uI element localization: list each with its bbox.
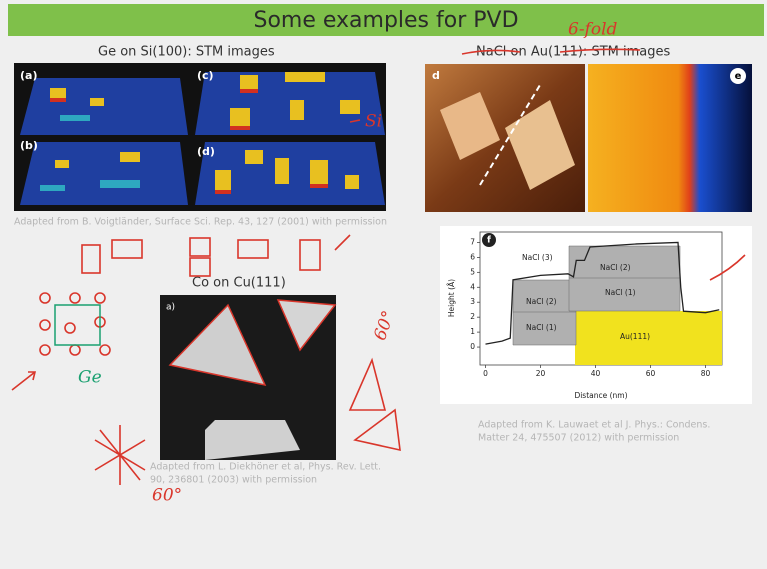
panel-label: e — [735, 71, 742, 82]
panel-label: d — [432, 69, 440, 82]
y-tick-label: 5 — [470, 267, 475, 276]
region-label: NaCl (1) — [526, 323, 557, 332]
region-label: Au(111) — [620, 332, 650, 341]
x-tick-label: 60 — [646, 369, 656, 378]
handwritten-note: 60° — [152, 486, 182, 506]
slide-title: Some examples for PVD — [253, 8, 518, 33]
x-tick-label: 40 — [591, 369, 601, 378]
region-label: NaCl (1) — [605, 288, 636, 297]
stm-images — [14, 63, 386, 211]
y-tick-label: 1 — [470, 327, 475, 336]
handwritten-note: Si — [365, 112, 382, 132]
stm-image — [160, 295, 336, 460]
caption: Adapted from L. Diekhöner et al, Phys. R… — [150, 462, 381, 473]
handwritten-note: Ge — [78, 368, 102, 388]
stm-images — [425, 64, 752, 212]
y-tick-label: 6 — [470, 252, 475, 261]
panel-label: (d) — [197, 145, 215, 158]
panel-label: (c) — [197, 69, 214, 82]
x-tick-label: 20 — [536, 369, 546, 378]
section-title: Co on Cu(111) — [192, 276, 286, 291]
section-title: NaCl on Au(111): STM images — [476, 45, 670, 60]
panel-label: (a) — [20, 69, 37, 82]
y-tick-label: 7 — [470, 237, 475, 246]
caption: Adapted from B. Voigtländer, Surface Sci… — [14, 217, 387, 228]
panel-label: f — [487, 236, 491, 246]
x-axis-label: Distance (nm) — [574, 391, 627, 400]
slide: Some examples for PVD Ge on Si(100): STM… — [0, 0, 767, 569]
caption: 90, 236801 (2003) with permission — [150, 475, 317, 486]
x-tick-label: 0 — [483, 369, 488, 378]
y-tick-label: 4 — [470, 282, 475, 291]
x-tick-label: 80 — [701, 369, 711, 378]
y-tick-label: 0 — [470, 342, 475, 351]
region-label: NaCl (2) — [526, 297, 557, 306]
y-tick-label: 3 — [470, 297, 475, 306]
caption: Matter 24, 475507 (2012) with permission — [478, 433, 679, 444]
caption: Adapted from K. Lauwaet et al J. Phys.: … — [478, 420, 710, 431]
region-label: NaCl (2) — [600, 263, 631, 272]
section-title: Ge on Si(100): STM images — [98, 45, 275, 60]
region-label: NaCl (3) — [522, 253, 553, 262]
y-tick-label: 2 — [470, 312, 475, 321]
handwritten-note: 6-fold — [568, 20, 618, 40]
panel-label: (b) — [20, 139, 38, 152]
y-axis-label: Height (Å) — [447, 279, 456, 317]
panel-label: a) — [166, 303, 175, 313]
